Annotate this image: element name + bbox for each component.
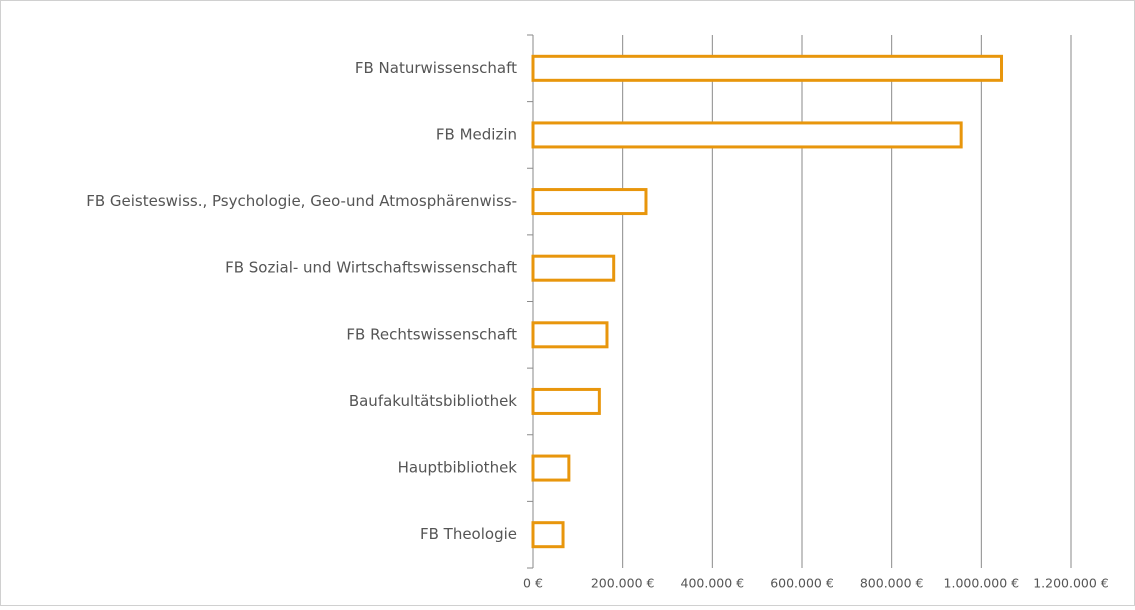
y-tick-label: FB Geisteswiss., Psychologie, Geo-und At…: [86, 192, 517, 210]
bar: [531, 254, 616, 282]
x-tick-label: 0 €: [523, 576, 543, 591]
y-tick-label: FB Sozial- und Wirtschaftswissenschaft: [225, 259, 517, 277]
bar: [531, 54, 1004, 82]
y-tick-label: Baufakultätsbibliothek: [349, 392, 517, 410]
x-tick-label: 200.000 €: [591, 576, 655, 591]
bar: [531, 387, 601, 415]
y-tick-label: FB Medizin: [436, 125, 517, 143]
x-tick-label: 1.200.000 €: [1033, 576, 1109, 591]
bar: [531, 321, 609, 349]
bar: [531, 188, 648, 216]
y-tick-label: Hauptbibliothek: [398, 459, 518, 477]
x-tick-label: 1.000.000 €: [944, 576, 1020, 591]
bar: [531, 454, 571, 482]
bar: [531, 121, 963, 149]
x-tick-label: 400.000 €: [681, 576, 745, 591]
x-tick-label: 600.000 €: [770, 576, 834, 591]
bar: [531, 521, 565, 549]
y-tick-label: FB Theologie: [420, 525, 517, 543]
y-tick-label: FB Rechtswissenschaft: [346, 325, 517, 343]
x-tick-label: 800.000 €: [860, 576, 924, 591]
y-tick-label: FB Naturwissenschaft: [355, 59, 517, 77]
